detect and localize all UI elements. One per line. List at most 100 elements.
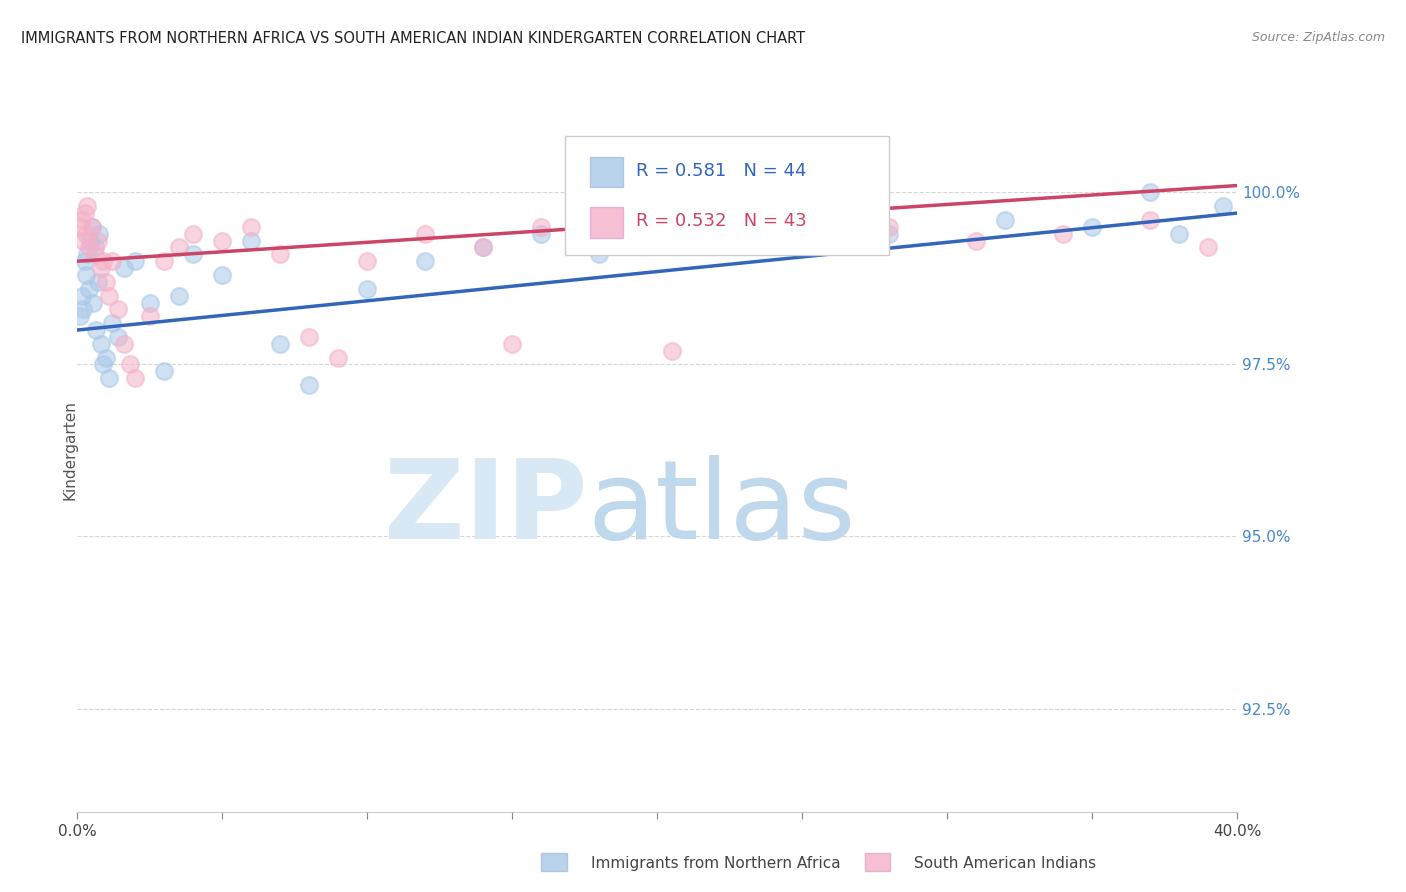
Text: R = 0.532   N = 43: R = 0.532 N = 43 xyxy=(637,212,807,230)
Point xyxy=(139,295,162,310)
Point xyxy=(704,227,727,241)
Point xyxy=(413,227,436,241)
Point xyxy=(240,234,263,248)
Point xyxy=(98,371,121,385)
Point xyxy=(80,219,103,234)
Point xyxy=(183,227,205,241)
Point xyxy=(98,288,121,302)
Point xyxy=(647,234,669,248)
Point xyxy=(69,310,91,324)
Point xyxy=(298,378,321,392)
Point xyxy=(588,234,610,248)
Point xyxy=(83,240,105,254)
Point xyxy=(472,240,495,254)
Point xyxy=(73,254,96,268)
Point xyxy=(153,254,176,268)
Point xyxy=(70,213,93,227)
Point xyxy=(80,219,103,234)
Point xyxy=(1197,240,1219,254)
Point xyxy=(101,316,124,330)
Point xyxy=(1168,227,1191,241)
Point xyxy=(77,240,100,254)
Text: ZIP: ZIP xyxy=(384,455,588,562)
Point xyxy=(994,213,1017,227)
Point xyxy=(647,213,669,227)
Point xyxy=(211,234,233,248)
Text: R = 0.581   N = 44: R = 0.581 N = 44 xyxy=(637,161,807,180)
Point xyxy=(965,234,987,248)
Point xyxy=(124,254,146,268)
Point xyxy=(87,227,110,241)
Point xyxy=(77,282,100,296)
Point xyxy=(1139,186,1161,200)
Point xyxy=(76,247,98,261)
Point xyxy=(877,219,901,234)
Point xyxy=(501,336,523,351)
Point xyxy=(96,351,118,365)
Point xyxy=(75,227,97,241)
Point xyxy=(107,330,129,344)
Point xyxy=(1081,219,1104,234)
Point xyxy=(704,219,727,234)
Point xyxy=(90,261,111,276)
Text: atlas: atlas xyxy=(588,455,856,562)
Point xyxy=(588,247,610,261)
Point xyxy=(75,268,97,282)
Point xyxy=(167,288,190,302)
Point xyxy=(139,310,162,324)
Point xyxy=(1139,213,1161,227)
Point xyxy=(107,302,129,317)
Point xyxy=(82,295,104,310)
Bar xyxy=(541,853,567,871)
Point xyxy=(530,219,553,234)
Point xyxy=(328,351,350,365)
Point xyxy=(269,247,291,261)
Point xyxy=(112,261,135,276)
Point xyxy=(93,358,115,372)
Point xyxy=(792,240,814,254)
Point xyxy=(167,240,190,254)
Point xyxy=(72,234,94,248)
Point xyxy=(86,234,108,248)
Text: South American Indians: South American Indians xyxy=(914,856,1097,871)
Bar xyxy=(591,207,623,237)
Point xyxy=(76,199,98,213)
Point xyxy=(183,247,205,261)
Point xyxy=(413,254,436,268)
Point xyxy=(1052,227,1074,241)
Point xyxy=(79,234,101,248)
Point xyxy=(118,358,141,372)
Point xyxy=(298,330,321,344)
Point xyxy=(93,254,115,268)
Point xyxy=(661,343,683,358)
Text: Immigrants from Northern Africa: Immigrants from Northern Africa xyxy=(591,856,841,871)
Text: IMMIGRANTS FROM NORTHERN AFRICA VS SOUTH AMERICAN INDIAN KINDERGARTEN CORRELATIO: IMMIGRANTS FROM NORTHERN AFRICA VS SOUTH… xyxy=(21,31,806,46)
Point xyxy=(269,336,291,351)
Y-axis label: Kindergarten: Kindergarten xyxy=(63,401,77,500)
Point xyxy=(124,371,146,385)
Point xyxy=(84,323,107,337)
Point xyxy=(1212,199,1234,213)
Bar xyxy=(591,157,623,187)
Point xyxy=(877,227,901,241)
Point xyxy=(83,247,105,261)
Bar xyxy=(865,853,890,871)
Point xyxy=(472,240,495,254)
Point xyxy=(356,282,378,296)
Point xyxy=(153,364,176,378)
Point xyxy=(211,268,233,282)
Text: Source: ZipAtlas.com: Source: ZipAtlas.com xyxy=(1251,31,1385,45)
Point xyxy=(240,219,263,234)
Point xyxy=(73,206,96,220)
Point xyxy=(96,275,118,289)
Point xyxy=(72,302,94,317)
Point xyxy=(70,288,93,302)
Point xyxy=(69,219,91,234)
Point xyxy=(101,254,124,268)
Point xyxy=(112,336,135,351)
Point xyxy=(86,275,108,289)
Point xyxy=(90,336,111,351)
Point xyxy=(356,254,378,268)
FancyBboxPatch shape xyxy=(565,136,890,255)
Point xyxy=(530,227,553,241)
